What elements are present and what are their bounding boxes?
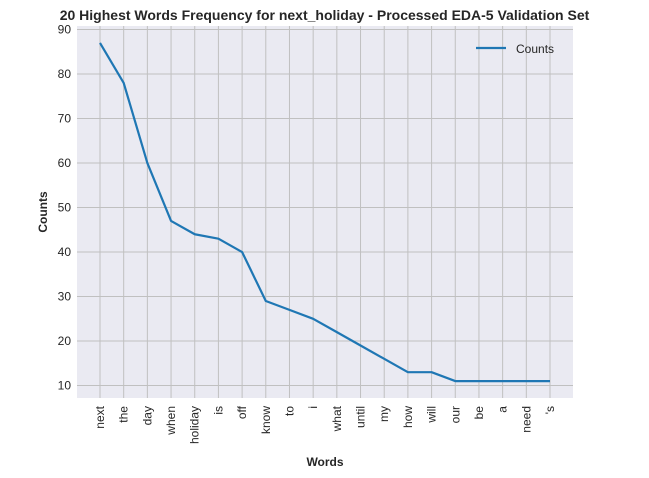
x-tick-label: be [472,406,486,420]
x-tick-label: will [425,406,439,424]
x-tick-label: a [496,406,510,413]
y-tick-label: 40 [58,245,72,259]
grid [77,26,573,398]
legend: Counts [476,42,554,56]
x-tick-label: holiday [188,406,202,444]
x-tick-label: know [259,406,273,434]
y-tick-label: 80 [58,67,72,81]
x-tick-label: when [164,406,178,436]
legend-label-counts: Counts [516,42,554,56]
x-tick-label: until [354,406,368,428]
x-axis-ticks: next the day when holiday is off know to i what unt… [93,405,557,444]
x-tick-label: the [117,406,131,423]
x-tick-label: my [377,406,391,422]
x-tick-label: day [140,406,154,425]
x-tick-label: to [282,406,296,416]
x-tick-label: what [330,405,344,432]
x-tick-label: our [448,406,462,423]
chart-title: 20 Highest Words Frequency for next_holi… [60,7,590,23]
y-tick-label: 10 [58,379,72,393]
y-tick-label: 70 [58,112,72,126]
x-tick-label: off [235,405,249,419]
x-tick-label: i [306,406,320,409]
series-line-counts [99,42,550,383]
x-tick-label: need [519,406,533,433]
y-tick-label: 50 [58,201,72,215]
x-axis-label: Words [306,455,343,469]
x-tick-label: is [211,406,225,415]
x-tick-label: how [401,406,415,428]
plot-area [77,26,573,398]
y-tick-label: 20 [58,334,72,348]
y-tick-label: 30 [58,290,72,304]
y-axis-ticks: 10 20 30 40 50 60 70 80 90 [58,23,72,393]
y-tick-label: 60 [58,156,72,170]
x-tick-label: next [93,405,107,428]
y-tick-label: 90 [58,23,72,37]
y-axis-label: Counts [36,191,50,233]
x-tick-label: 's [543,406,557,414]
